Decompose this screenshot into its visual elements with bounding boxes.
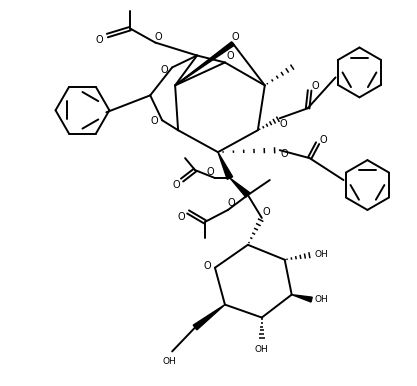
Text: O: O (263, 207, 271, 217)
Polygon shape (175, 42, 234, 85)
Text: OH: OH (162, 357, 176, 366)
Text: O: O (151, 116, 158, 126)
Text: OH: OH (255, 345, 269, 354)
Text: O: O (312, 81, 319, 91)
Polygon shape (218, 152, 233, 179)
Text: O: O (281, 149, 289, 159)
Text: O: O (226, 51, 234, 61)
Text: OH: OH (315, 295, 329, 304)
Text: O: O (95, 35, 103, 44)
Text: O: O (203, 261, 211, 271)
Polygon shape (230, 178, 250, 197)
Text: OH: OH (315, 250, 329, 259)
Text: O: O (320, 135, 327, 145)
Text: O: O (227, 198, 235, 208)
Text: O: O (177, 212, 185, 222)
Text: O: O (161, 66, 168, 75)
Text: O: O (172, 180, 180, 190)
Text: O: O (280, 119, 288, 129)
Polygon shape (193, 305, 225, 330)
Polygon shape (292, 295, 312, 302)
Text: O: O (206, 167, 214, 177)
Text: O: O (231, 32, 239, 42)
Text: O: O (154, 32, 162, 42)
